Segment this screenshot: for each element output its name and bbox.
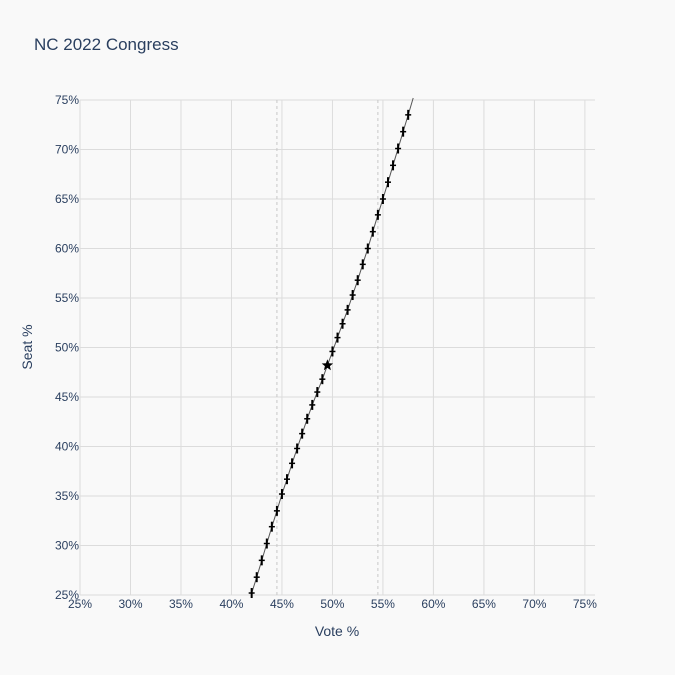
x-tick-label: 75% bbox=[573, 597, 597, 611]
y-tick-label: 30% bbox=[55, 539, 79, 553]
x-tick-label: 25% bbox=[68, 597, 92, 611]
curve-marker bbox=[369, 226, 376, 237]
y-axis-ticks: 25% 30% 35% 40% 45% 50% 55% 60% 65% 70% 75% bbox=[55, 93, 79, 602]
curve-marker bbox=[384, 177, 391, 188]
x-tick-label: 35% bbox=[169, 597, 193, 611]
curve-marker bbox=[400, 126, 407, 137]
curve-marker bbox=[253, 572, 260, 583]
x-tick-label: 45% bbox=[270, 597, 294, 611]
curve-marker bbox=[284, 474, 291, 485]
curve-marker bbox=[319, 374, 326, 385]
curve-marker bbox=[289, 458, 296, 469]
curve-marker bbox=[258, 555, 265, 566]
grid-lines bbox=[79, 99, 595, 596]
x-axis-title: Vote % bbox=[315, 623, 359, 639]
curve-marker bbox=[248, 588, 255, 599]
y-tick-label: 40% bbox=[55, 440, 79, 454]
y-tick-label: 70% bbox=[55, 143, 79, 157]
curve-marker bbox=[294, 443, 301, 454]
y-tick-label: 35% bbox=[55, 489, 79, 503]
chart-title: NC 2022 Congress bbox=[34, 35, 179, 54]
x-tick-label: 50% bbox=[320, 597, 344, 611]
curve-marker bbox=[374, 209, 381, 220]
curve-marker bbox=[304, 413, 311, 424]
curve-marker bbox=[309, 399, 316, 410]
x-tick-label: 30% bbox=[118, 597, 142, 611]
y-tick-label: 65% bbox=[55, 192, 79, 206]
x-axis-ticks: 25% 30% 35% 40% 45% 50% 55% 60% 65% 70% 75% bbox=[68, 597, 597, 611]
curve-marker bbox=[268, 521, 275, 532]
y-tick-label: 55% bbox=[55, 291, 79, 305]
x-tick-label: 65% bbox=[472, 597, 496, 611]
x-tick-label: 40% bbox=[219, 597, 243, 611]
x-tick-label: 70% bbox=[522, 597, 546, 611]
curve-marker bbox=[314, 387, 321, 398]
curve-marker bbox=[395, 143, 402, 154]
curve-marker bbox=[334, 332, 341, 343]
curve-marker bbox=[339, 318, 346, 329]
y-tick-label: 45% bbox=[55, 390, 79, 404]
curve-marker bbox=[263, 538, 270, 549]
curve-marker bbox=[329, 346, 336, 357]
curve-marker bbox=[349, 290, 356, 301]
curve-marker bbox=[278, 489, 285, 500]
x-tick-label: 60% bbox=[421, 597, 445, 611]
curve-marker bbox=[299, 428, 306, 439]
curve-marker bbox=[359, 259, 366, 270]
y-axis-title: Seat % bbox=[19, 324, 35, 369]
curve-marker bbox=[379, 194, 386, 204]
curve-marker bbox=[390, 160, 397, 171]
x-tick-label: 55% bbox=[371, 597, 395, 611]
curve-marker bbox=[405, 109, 412, 120]
curve-markers bbox=[248, 109, 412, 599]
curve-marker bbox=[344, 304, 351, 315]
y-tick-label: 60% bbox=[55, 242, 79, 256]
reference-lines bbox=[276, 100, 379, 595]
y-tick-label: 75% bbox=[55, 93, 79, 107]
curve-marker bbox=[273, 505, 280, 516]
curve-marker bbox=[364, 243, 371, 254]
curve-marker bbox=[354, 275, 361, 286]
actual-result-star bbox=[321, 359, 334, 371]
y-tick-label: 50% bbox=[55, 341, 79, 355]
y-tick-label: 25% bbox=[55, 588, 79, 602]
